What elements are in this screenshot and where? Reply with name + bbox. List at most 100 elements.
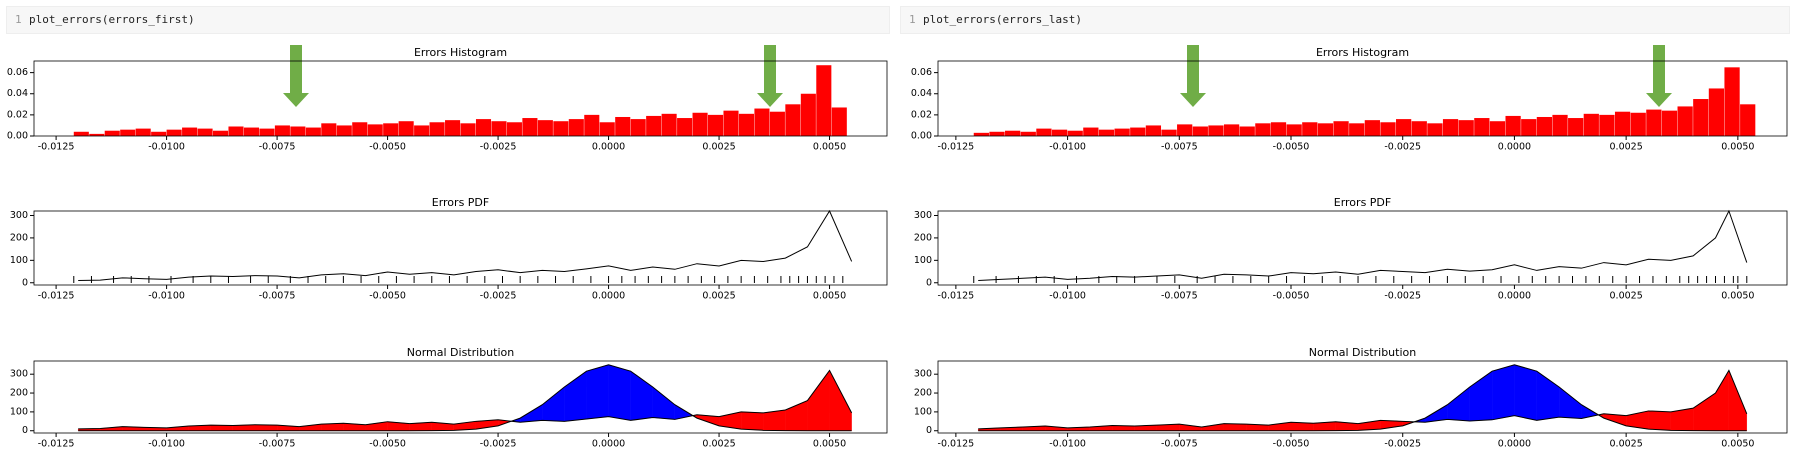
bar	[104, 130, 120, 136]
x-tick-label: -0.0050	[1273, 291, 1310, 302]
y-tick-label: 0	[926, 425, 932, 436]
bar	[831, 107, 847, 136]
y-tick-label: 100	[10, 255, 28, 266]
bar	[1161, 129, 1177, 136]
x-tick-label: -0.0075	[1161, 291, 1198, 302]
bar	[1208, 125, 1224, 136]
bar	[367, 124, 383, 136]
arrow	[1646, 45, 1672, 107]
fill-area	[1715, 369, 1730, 431]
bar	[475, 119, 492, 136]
y-tick-label: 200	[914, 388, 932, 399]
y-tick-label: 100	[914, 406, 932, 417]
bar	[89, 133, 105, 136]
bar	[352, 122, 368, 136]
x-tick-label: -0.0075	[1161, 142, 1198, 153]
bar	[1568, 118, 1584, 136]
y-tick-label: 0.06	[7, 67, 28, 78]
bar	[1270, 122, 1287, 136]
x-tick-label: -0.0125	[38, 439, 75, 450]
y-tick-label: 0.04	[911, 88, 932, 99]
axes-frame	[33, 210, 888, 286]
bar	[1661, 110, 1678, 136]
bar	[754, 108, 770, 136]
bar	[1364, 120, 1380, 136]
cell-code[interactable]: plot_errors(errors_first)	[29, 13, 195, 26]
bar	[723, 110, 739, 136]
bar	[460, 123, 476, 136]
bar	[1192, 126, 1208, 136]
bar	[212, 130, 229, 136]
bar	[1599, 114, 1615, 136]
arrow	[283, 45, 309, 107]
cell-code[interactable]: plot_errors(errors_last)	[923, 13, 1082, 26]
x-tick-label: -0.0075	[259, 439, 296, 450]
bar	[1630, 112, 1646, 136]
bar	[615, 116, 631, 136]
x-tick-label: -0.0050	[369, 142, 406, 153]
x-tick-label: -0.0125	[938, 291, 975, 302]
bar	[785, 104, 801, 136]
x-tick-label: -0.0050	[369, 439, 406, 450]
y-tick-label: 200	[914, 232, 932, 243]
y-tick-label: 100	[914, 255, 932, 266]
y-tick-label: 0.00	[911, 131, 932, 142]
code-cell[interactable]: 1 plot_errors(errors_last)	[900, 6, 1790, 34]
y-tick-label: 0.04	[7, 88, 28, 99]
arrow	[1180, 45, 1206, 107]
x-tick-label: 0.0000	[592, 142, 625, 153]
fill-area	[542, 386, 565, 422]
pdf-line	[78, 209, 853, 282]
bar	[414, 125, 430, 136]
y-tick-label: 300	[914, 369, 932, 380]
pdf-line	[978, 209, 1748, 282]
x-tick-label: -0.0025	[480, 291, 517, 302]
axes-frame	[937, 60, 1788, 137]
bar	[1255, 123, 1271, 136]
fill-area	[1693, 392, 1716, 431]
y-tick-label: 0.02	[911, 109, 932, 120]
y-tick-label: 200	[10, 232, 28, 243]
x-tick-label: 0.0000	[1498, 291, 1531, 302]
bar	[973, 132, 989, 136]
bar	[120, 129, 136, 136]
bar	[1114, 128, 1130, 136]
bar	[584, 114, 600, 136]
fill-area	[1648, 410, 1671, 431]
axes-frame	[33, 60, 888, 137]
x-tick-label: -0.0125	[938, 142, 975, 153]
y-tick-label: 300	[10, 210, 28, 221]
fill-area	[1558, 386, 1582, 419]
x-tick-label: -0.0050	[1273, 439, 1310, 450]
fill-area	[586, 364, 609, 420]
x-tick-label: 0.0025	[1610, 142, 1643, 153]
bar	[321, 123, 337, 136]
bar	[1583, 113, 1599, 136]
x-tick-label: 0.0050	[813, 439, 846, 450]
bar	[506, 122, 522, 136]
bar	[398, 121, 414, 136]
y-tick-label: 100	[10, 406, 28, 417]
y-tick-label: 0.02	[7, 109, 28, 120]
x-tick-label: 0.0050	[1721, 291, 1754, 302]
bar	[1724, 67, 1740, 136]
bar	[1474, 118, 1490, 136]
bar	[197, 128, 213, 136]
bar	[1349, 123, 1365, 136]
axes-frame	[937, 210, 1788, 286]
fill-area	[807, 369, 830, 431]
bar	[1614, 111, 1631, 136]
bar	[1505, 115, 1521, 136]
cell-prompt: 1	[909, 13, 916, 26]
y-tick-label: 0	[22, 425, 28, 436]
x-tick-label: 0.0000	[592, 291, 625, 302]
x-tick-label: -0.0075	[259, 291, 296, 302]
annotation-arrows	[283, 45, 1672, 107]
bar	[816, 65, 832, 136]
chart-title: Errors Histogram	[1316, 46, 1409, 59]
bar	[182, 127, 198, 136]
code-cell[interactable]: 1 plot_errors(errors_first)	[6, 6, 890, 34]
y-tick-label: 0	[926, 277, 932, 288]
bar	[708, 114, 724, 136]
y-tick-label: 0.06	[911, 67, 932, 78]
